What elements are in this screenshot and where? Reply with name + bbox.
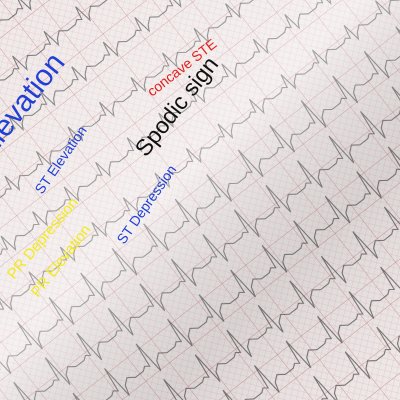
lighting <box>0 0 400 400</box>
ecg-photo: Elevation ST Elevation concave STE Spodi… <box>0 0 400 400</box>
